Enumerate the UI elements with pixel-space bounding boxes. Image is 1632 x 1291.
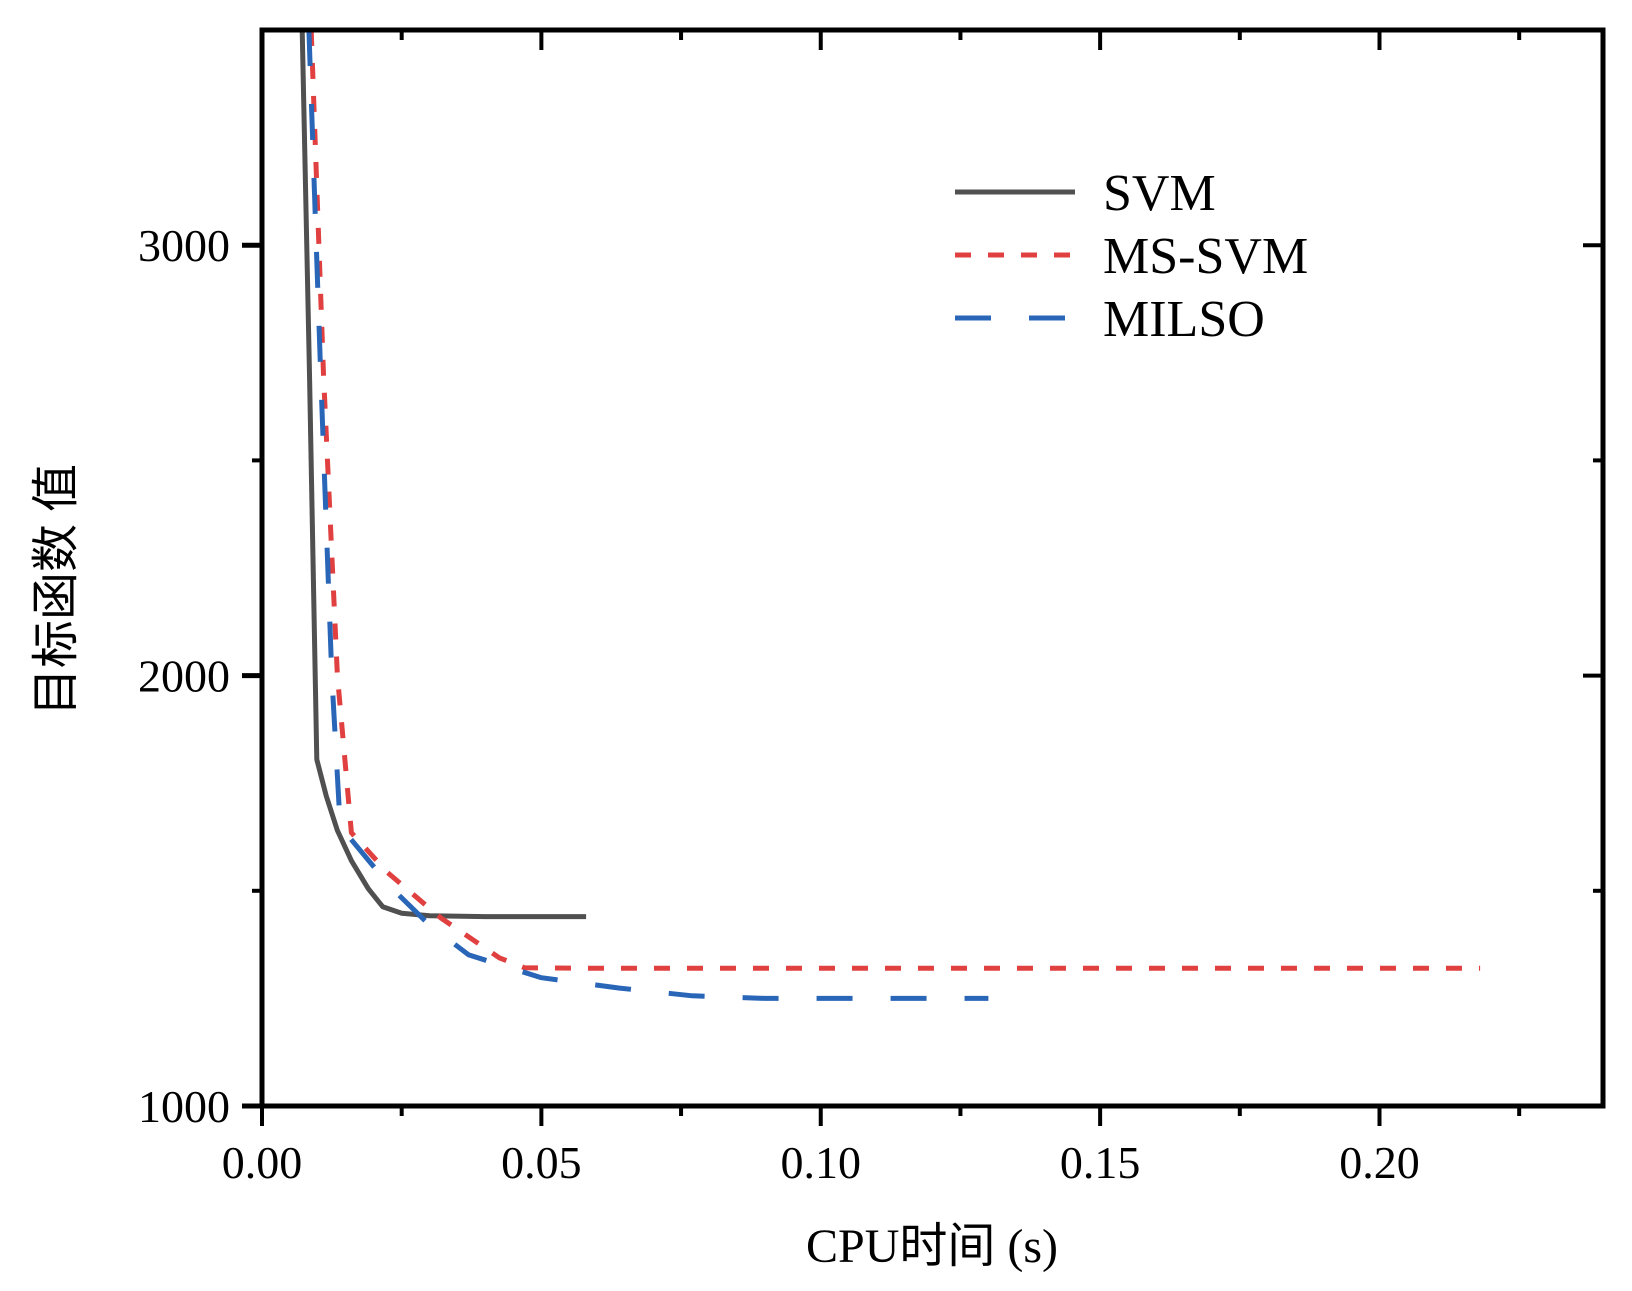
- legend-label-svm: SVM: [1103, 165, 1216, 222]
- series-line-milso: [306, 30, 989, 1001]
- x-tick-label: 0.05: [501, 1137, 582, 1188]
- plot-frame: [259, 27, 1606, 1109]
- legend-label-milso: MILSO: [1103, 291, 1265, 348]
- x-tick-label: 0.20: [1339, 1137, 1420, 1188]
- ticks-layer: [242, 30, 1603, 1126]
- legend: SVM MS-SVM MILSO: [955, 165, 1308, 348]
- legend-label-ms-svm: MS-SVM: [1103, 228, 1308, 285]
- x-tick-label: 0.15: [1060, 1137, 1141, 1188]
- series-line-ms-svm: [308, 30, 1481, 971]
- series-layer: [299, 30, 1481, 1001]
- y-axis-title: 目标函数 值: [30, 464, 83, 716]
- y-tick-label: 2000: [138, 651, 230, 702]
- y-tick-label: 1000: [138, 1081, 230, 1132]
- x-tick-label: 0.00: [222, 1137, 303, 1188]
- tick-labels-layer: 0.00 0.05 0.10 0.15 0.20 1000 2000 3000: [138, 220, 1420, 1188]
- x-axis-title: CPU时间 (s): [806, 1220, 1058, 1273]
- series-line-svm: [299, 30, 587, 920]
- x-tick-label: 0.10: [781, 1137, 862, 1188]
- y-tick-label: 3000: [138, 220, 230, 271]
